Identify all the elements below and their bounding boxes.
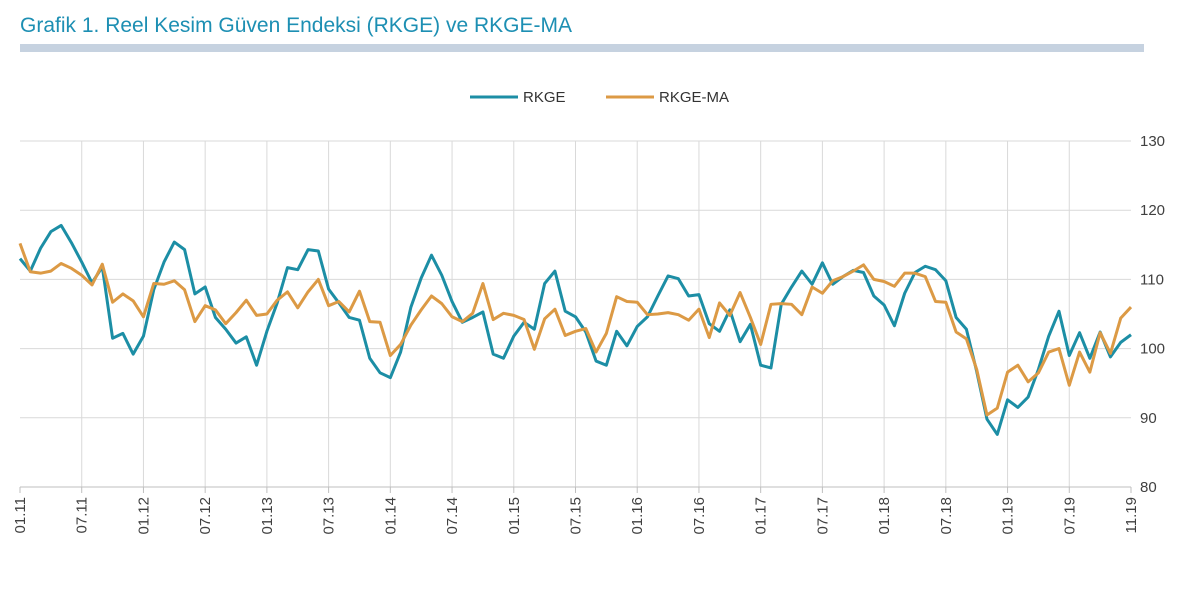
rkge-line	[18, 223, 1132, 436]
y-tick-label: 130	[1140, 133, 1165, 150]
series-lines	[18, 223, 1133, 436]
x-tick-label: 07.13	[321, 497, 338, 535]
x-tick-label: 01.16	[629, 497, 646, 535]
x-tick-label: 07.16	[691, 497, 708, 535]
legend-label: RKGE	[523, 89, 566, 106]
x-tick-label: 01.13	[259, 497, 276, 535]
legend-label: RKGE-MA	[659, 89, 729, 106]
y-tick-label: 90	[1140, 410, 1157, 427]
x-tick-label: 07.11	[74, 497, 91, 533]
y-tick-label: 110	[1140, 271, 1164, 288]
y-tick-label: 120	[1140, 202, 1165, 219]
x-tick-label: 01.18	[876, 497, 893, 535]
y-tick-label: 80	[1140, 479, 1157, 496]
x-tick-label: 01.15	[506, 497, 523, 535]
y-tick-label: 100	[1140, 341, 1165, 358]
x-tick-label: 01.11	[12, 497, 29, 533]
x-tick-label: 07.15	[568, 497, 585, 535]
chart-title: Grafik 1. Reel Kesim Güven Endeksi (RKGE…	[20, 14, 572, 37]
x-tick-label: 01.12	[135, 497, 152, 535]
title-underline	[20, 44, 1144, 52]
x-tick-label: 07.12	[197, 497, 214, 535]
rkge-ma-line	[18, 242, 1133, 417]
y-axis: 80 90 100 110 120 130	[1140, 133, 1165, 496]
grid	[20, 140, 1131, 488]
x-tick-label: 07.18	[938, 497, 955, 535]
legend: RKGE RKGE-MA	[470, 89, 729, 106]
x-tick-label: 01.17	[753, 497, 770, 535]
x-tick-label: 01.19	[1000, 497, 1017, 535]
x-tick-label: 11.19	[1123, 497, 1140, 533]
x-tick-label: 07.14	[444, 497, 461, 535]
x-axis: 01.11 07.11 01.12 07.12 01.13 07.13 01.14 07.14…	[12, 487, 1140, 535]
x-tick-label: 07.17	[814, 497, 831, 535]
x-tick-label: 01.14	[382, 497, 399, 535]
x-tick-label: 07.19	[1061, 497, 1078, 535]
